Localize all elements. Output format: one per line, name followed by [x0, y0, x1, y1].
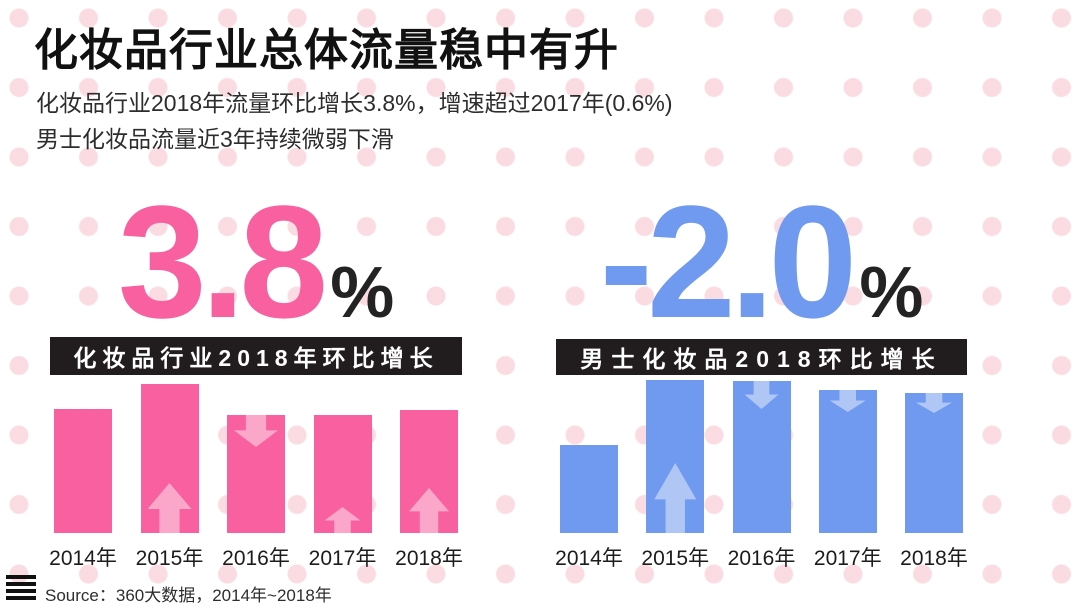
bar-slot: 2014年 — [49, 378, 117, 573]
bar-2014年 — [54, 409, 112, 533]
menu-icon-line — [6, 575, 36, 579]
menu-icon — [6, 575, 36, 600]
menu-icon-line — [6, 596, 36, 600]
bar-2016年 — [227, 415, 285, 533]
bar-slot: 2017年 — [308, 378, 377, 573]
bar-track — [137, 378, 203, 533]
bar-track — [310, 378, 376, 533]
bar-track — [729, 378, 795, 533]
bar-slot: 2017年 — [813, 378, 882, 573]
bar-category-label: 2014年 — [555, 547, 623, 570]
mens-cosmetics-growth-callout: -2.0% — [556, 182, 967, 342]
cosmetics-percent-sign: % — [330, 253, 395, 333]
bar-2018年 — [400, 410, 458, 533]
bar-slot: 2018年 — [900, 378, 968, 573]
bar-arrow-up-icon — [147, 483, 192, 533]
subtitle-line-1: 化妆品行业2018年流量环比增长3.8%，增速超过2017年(0.6%) — [36, 90, 673, 116]
source-note: Source：360大数据，2014年~2018年 — [45, 586, 332, 605]
subtitle-line-2: 男士化妆品流量近3年持续微弱下滑 — [36, 126, 394, 152]
bar-category-label: 2016年 — [222, 547, 290, 570]
bar-category-label: 2015年 — [641, 547, 710, 570]
bar-2014年 — [560, 445, 618, 533]
bar-category-label: 2017年 — [813, 547, 882, 570]
bar-arrow-down-icon — [916, 393, 952, 413]
bar-track — [815, 378, 881, 533]
bar-arrow-up-icon — [324, 507, 361, 533]
bar-track — [642, 378, 708, 533]
bar-2017年 — [818, 390, 877, 533]
bar-slot: 2015年 — [135, 378, 204, 573]
bar-arrow-up-icon — [409, 488, 449, 533]
bar-category-label: 2016年 — [727, 547, 796, 570]
cosmetics-chart-title-banner: 化妆品行业2018年环比增长 — [50, 337, 462, 375]
mens-cosmetics-percent-sign: % — [859, 253, 924, 333]
menu-icon-line — [6, 589, 36, 593]
bar-2015年 — [140, 384, 199, 533]
page-title: 化妆品行业总体流量稳中有升 — [34, 26, 619, 75]
bar-slot: 2016年 — [727, 378, 796, 573]
bar-track — [556, 378, 622, 533]
bar-track — [223, 378, 289, 533]
bar-arrow-down-icon — [234, 415, 278, 447]
bar-slot: 2018年 — [395, 378, 463, 573]
cosmetics-growth-callout: 3.8% — [50, 182, 462, 342]
mens-cosmetics-chart-title-banner: 男士化妆品2018环比增长 — [556, 339, 967, 375]
bar-2016年 — [732, 381, 791, 533]
bar-category-label: 2017年 — [308, 547, 377, 570]
bar-2018年 — [905, 393, 963, 533]
bar-2015年 — [646, 380, 705, 533]
bar-category-label: 2015年 — [135, 547, 204, 570]
bar-arrow-down-icon — [744, 381, 779, 409]
bar-category-label: 2018年 — [900, 547, 968, 570]
bar-chart-cosmetics-industry: 2014年 2015年 2016年 2017年 2018年 — [49, 378, 463, 573]
bar-slot: 2014年 — [555, 378, 623, 573]
cosmetics-growth-value: 3.8 — [117, 172, 328, 351]
bar-track — [901, 378, 967, 533]
bar-arrow-down-icon — [829, 390, 866, 412]
menu-icon-line — [6, 582, 36, 586]
mens-cosmetics-growth-value: -2.0 — [599, 172, 858, 351]
bar-2017年 — [313, 415, 372, 533]
bar-track — [396, 378, 462, 533]
bar-chart-mens-cosmetics: 2014年 2015年 2016年 2017年 2018年 — [555, 378, 968, 573]
bar-arrow-up-icon — [654, 463, 697, 533]
bar-category-label: 2014年 — [49, 547, 117, 570]
bar-track — [50, 378, 116, 533]
bar-slot: 2016年 — [222, 378, 290, 573]
bar-slot: 2015年 — [641, 378, 710, 573]
bar-category-label: 2018年 — [395, 547, 463, 570]
